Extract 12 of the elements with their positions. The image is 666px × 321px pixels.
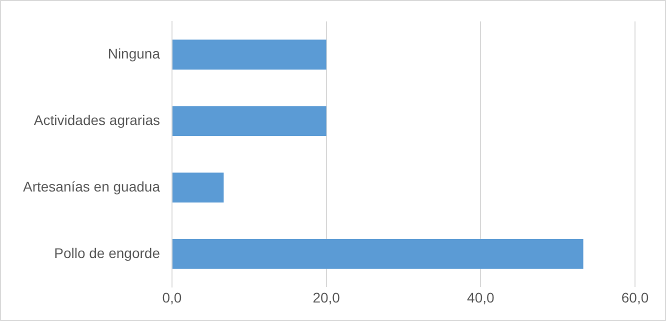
x-tick-label: 60,0 [621, 289, 649, 306]
bar [172, 239, 584, 269]
x-tick-label: 40,0 [467, 289, 494, 306]
bar [172, 40, 326, 70]
bar [172, 106, 326, 136]
bar [172, 172, 224, 202]
y-tick-label: Ninguna [108, 45, 160, 62]
x-tick-label: 0,0 [162, 289, 182, 306]
x-tick-label: 20,0 [312, 289, 340, 306]
y-tick-label: Pollo de engorde [54, 244, 160, 261]
y-tick-label: Artesanías en guadua [22, 178, 160, 194]
y-tick-label: Actividades agrarias [34, 112, 160, 128]
